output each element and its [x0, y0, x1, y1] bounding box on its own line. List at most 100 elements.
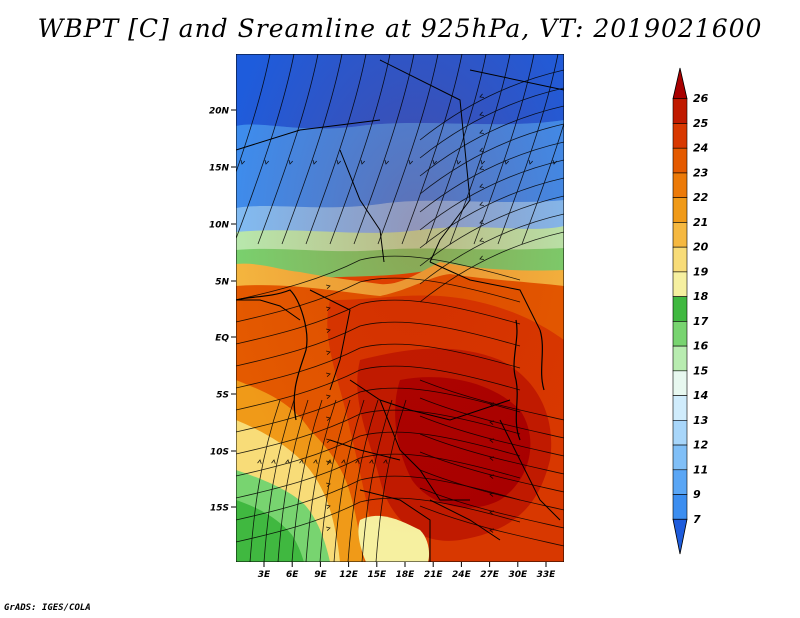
colorbar-box	[672, 395, 688, 421]
streamline	[347, 399, 379, 562]
stream-arrow	[326, 526, 331, 532]
colorbar-bottom-arrow	[672, 518, 688, 555]
streamline	[419, 433, 564, 475]
stream-arrow	[408, 160, 414, 165]
stream-arrow	[326, 394, 331, 400]
lat-label: 15N	[209, 164, 230, 174]
stream-arrow	[326, 460, 331, 466]
streamline	[291, 399, 323, 562]
stream-arrow	[489, 438, 494, 443]
stream-arrow	[312, 160, 318, 165]
lat-label: 5S	[216, 391, 229, 401]
colorbar-box	[672, 271, 688, 297]
lon-label: 9E	[314, 570, 327, 580]
colorbar-box	[672, 197, 688, 223]
colorbar: 26 25 24 23 22 21 20 19 18 17 16 15 14 13 12 11 9 7	[672, 67, 709, 555]
colorbar-label: 22	[693, 191, 709, 204]
stream-arrow	[336, 160, 342, 165]
stream-arrow	[326, 306, 331, 312]
streamline	[419, 213, 564, 285]
streamline	[236, 255, 521, 301]
lat-label: 20N	[209, 107, 230, 117]
colorbar-label: 13	[693, 414, 709, 427]
stream-arrow	[479, 237, 485, 242]
colorbar-box	[672, 370, 688, 396]
streamline	[277, 399, 309, 562]
stream-arrow	[299, 459, 304, 464]
latitude-axis: 20N 15N 10N 5N EQ 5S 10S 15S	[209, 107, 236, 514]
streamline	[521, 121, 564, 245]
streamline	[236, 409, 521, 455]
colorbar-label: 9	[693, 488, 701, 501]
stream-arrow	[479, 201, 485, 206]
stream-arrow	[479, 165, 485, 170]
streamline	[236, 321, 521, 367]
streamline	[236, 431, 521, 477]
stream-arrow	[341, 459, 346, 464]
stream-arrow	[327, 459, 332, 464]
colorbar-box	[672, 98, 688, 124]
stream-arrow	[383, 459, 388, 464]
grads-credit: GrADS: IGES/COLA	[4, 603, 91, 613]
colorbar-label: 15	[693, 364, 709, 377]
longitude-axis: 3E 6E 9E 12E 15E 18E 21E 24E 27E 30E 33E	[258, 562, 556, 580]
colorbar-label: 19	[693, 265, 709, 278]
colorbar-label: 17	[693, 315, 709, 328]
colorbar-top-arrow	[672, 67, 688, 100]
stream-arrow	[489, 420, 494, 425]
streamline	[236, 453, 521, 499]
streamline	[419, 87, 564, 159]
map-panel	[236, 54, 564, 562]
colorbar-box	[672, 296, 688, 322]
colorbar-label: 12	[693, 439, 709, 452]
colorbar-label: 26	[693, 92, 709, 105]
stream-arrow	[489, 492, 494, 497]
colorbar-label: 11	[693, 463, 708, 476]
streamline	[257, 54, 319, 245]
streamline	[305, 399, 337, 562]
colorbar-label: 16	[693, 340, 709, 353]
streamline	[419, 487, 564, 529]
stream-arrow	[288, 160, 294, 165]
streamline	[377, 54, 439, 245]
streamline	[263, 399, 295, 562]
streamline	[236, 387, 521, 433]
stream-arrow	[432, 160, 438, 165]
stream-arrow	[326, 372, 331, 378]
colorbar-box	[672, 321, 688, 347]
streamline	[236, 299, 521, 345]
streamline	[236, 54, 271, 174]
lat-label: 5N	[215, 278, 229, 288]
stream-arrow	[384, 160, 390, 165]
streamline	[419, 123, 564, 195]
stream-arrow	[326, 438, 331, 444]
lon-label: 27E	[480, 570, 500, 580]
stream-arrow	[285, 459, 290, 464]
lat-label: EQ	[215, 334, 229, 344]
lat-label: 10S	[210, 448, 229, 458]
stream-arrow	[479, 129, 485, 134]
streamline	[236, 365, 521, 411]
colorbar-label: 25	[693, 117, 709, 130]
stream-arrow	[480, 160, 486, 165]
lat-label: 10N	[209, 221, 230, 231]
streamline	[419, 141, 564, 213]
streamline	[333, 399, 365, 562]
lon-label: 12E	[339, 570, 359, 580]
stream-arrow	[326, 328, 331, 334]
streamline	[419, 177, 564, 249]
colorbar-label: 24	[693, 142, 708, 155]
colorbar-box	[672, 345, 688, 372]
lat-label: 15S	[210, 504, 229, 514]
colorbar-label: 23	[693, 166, 709, 179]
colorbar-box	[672, 123, 688, 149]
streamline	[419, 105, 564, 177]
stream-arrow	[326, 284, 331, 290]
streamline	[375, 399, 407, 562]
stream-arrow	[479, 219, 485, 224]
streamline	[449, 54, 511, 245]
stream-arrow	[479, 183, 485, 188]
streamline	[236, 497, 521, 543]
colorbar-box	[672, 420, 688, 446]
